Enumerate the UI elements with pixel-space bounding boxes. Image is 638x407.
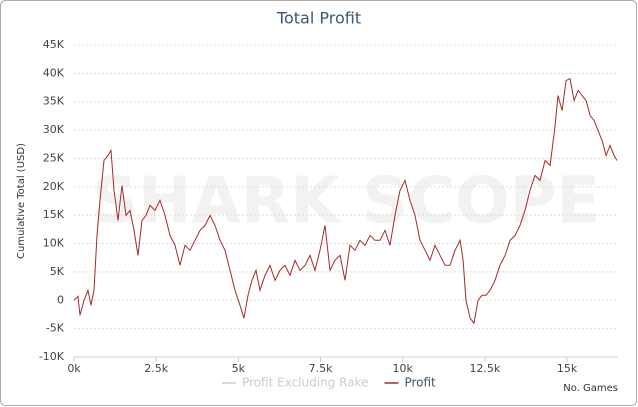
y-tick-label: 30K: [43, 123, 65, 136]
line-series: [73, 77, 618, 325]
x-tick-label: 0k: [67, 362, 81, 375]
y-tick-label: 35K: [43, 95, 65, 108]
y-tick-label: 5K: [50, 265, 65, 278]
y-tick-label: 20K: [43, 180, 65, 193]
x-tick-label: 7.5k: [309, 362, 333, 375]
y-tick-label: 25K: [43, 151, 65, 164]
y-axis-title: Cumulative Total (USD): [16, 143, 27, 259]
x-tick-label: 2.5k: [144, 362, 168, 375]
y-tick-label: -10K: [39, 350, 65, 363]
y-tick-label: -5K: [46, 322, 65, 335]
y-tick-label: 10K: [43, 237, 65, 250]
y-tick-label: 40K: [43, 66, 65, 79]
legend-label[interactable]: Profit Excluding Rake: [242, 376, 368, 390]
legend-label[interactable]: Profit: [404, 376, 436, 390]
x-tick-label: 15k: [557, 362, 578, 375]
y-tick-label: 0: [57, 293, 64, 306]
x-tick-label: 10k: [393, 362, 414, 375]
x-tick-label: 12.5k: [469, 362, 500, 375]
y-tick-label: 45K: [43, 38, 65, 51]
y-tick-label: 15K: [43, 208, 65, 221]
x-tick-label: 5k: [232, 362, 246, 375]
x-axis-title: No. Games: [563, 383, 618, 394]
watermark: SHARK SCOPE: [92, 165, 600, 239]
chart-title: Total Profit: [276, 9, 361, 28]
